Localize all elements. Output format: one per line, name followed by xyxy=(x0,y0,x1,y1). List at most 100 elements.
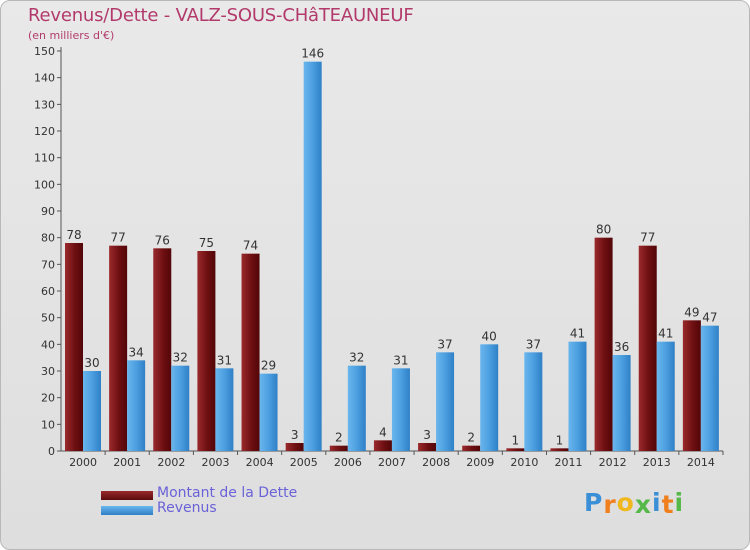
y-tick-label: 30 xyxy=(41,365,55,378)
legend-swatch-revenus xyxy=(101,506,153,515)
y-tick-label: 140 xyxy=(34,72,55,85)
data-label-revenus: 31 xyxy=(217,353,232,367)
bar-debt xyxy=(682,320,701,451)
data-label-debt: 49 xyxy=(684,305,699,319)
data-label-revenus: 47 xyxy=(702,311,717,325)
bar-debt xyxy=(197,251,216,451)
y-tick-label: 80 xyxy=(41,232,55,245)
x-tick-label: 2006 xyxy=(334,456,362,469)
data-label-debt: 1 xyxy=(556,433,564,447)
data-label-debt: 76 xyxy=(155,233,170,247)
bar-revenus xyxy=(480,344,499,451)
bar-debt xyxy=(329,445,348,451)
bar-debt xyxy=(241,253,260,451)
bar-debt xyxy=(65,243,83,451)
bar-debt xyxy=(153,248,172,451)
data-label-revenus: 32 xyxy=(349,351,364,365)
data-label-revenus: 41 xyxy=(658,327,673,341)
legend-label-revenus: Revenus xyxy=(157,500,217,516)
y-tick-label: 100 xyxy=(34,178,55,191)
y-tick-label: 0 xyxy=(48,445,55,458)
data-label-revenus: 37 xyxy=(437,337,452,351)
bar-revenus xyxy=(83,371,101,451)
data-label-debt: 78 xyxy=(66,228,81,242)
data-label-revenus: 34 xyxy=(128,345,143,359)
bar-debt xyxy=(638,245,657,451)
bar-debt xyxy=(506,448,525,451)
x-tick-label: 2004 xyxy=(246,456,274,469)
y-tick-label: 130 xyxy=(34,98,55,111)
x-tick-label: 2000 xyxy=(69,456,97,469)
bar-revenus xyxy=(656,341,675,451)
x-tick-label: 2012 xyxy=(599,456,627,469)
bar-debt xyxy=(418,443,437,451)
data-label-debt: 3 xyxy=(291,428,299,442)
bar-revenus xyxy=(612,355,631,451)
proxiti-logo: Proxiti xyxy=(584,488,684,519)
chart-subtitle: (en milliers d'€) xyxy=(28,29,115,42)
data-label-debt: 4 xyxy=(379,425,387,439)
logo-letter: r xyxy=(603,490,617,519)
data-label-revenus: 40 xyxy=(482,329,497,343)
logo-letter: x xyxy=(634,490,652,519)
bar-revenus xyxy=(391,368,410,451)
bar-revenus xyxy=(303,61,322,452)
bar-debt xyxy=(462,445,481,451)
x-tick-label: 2009 xyxy=(466,456,494,469)
bar-revenus xyxy=(436,352,455,451)
legend-label-debt: Montant de la Dette xyxy=(157,485,298,501)
data-label-revenus: 146 xyxy=(301,47,324,61)
bar-revenus xyxy=(259,373,278,451)
y-tick-label: 120 xyxy=(34,125,55,138)
y-tick-label: 110 xyxy=(34,152,55,165)
data-label-debt: 74 xyxy=(243,239,258,253)
logo-letter: o xyxy=(616,488,635,517)
bar-revenus xyxy=(700,325,719,451)
x-tick-label: 2008 xyxy=(422,456,450,469)
x-tick-label: 2014 xyxy=(687,456,715,469)
logo-letter: P xyxy=(584,488,604,517)
x-tick-label: 2005 xyxy=(290,456,318,469)
data-label-revenus: 37 xyxy=(526,337,541,351)
bar-debt xyxy=(373,440,392,451)
x-tick-label: 2011 xyxy=(555,456,583,469)
logo-letter: i xyxy=(652,488,662,517)
x-tick-label: 2002 xyxy=(157,456,185,469)
bar-revenus xyxy=(215,368,234,451)
data-label-debt: 3 xyxy=(423,428,431,442)
bar-debt xyxy=(550,448,569,451)
y-tick-label: 70 xyxy=(41,258,55,271)
data-label-debt: 77 xyxy=(640,231,655,245)
bar-revenus xyxy=(171,365,190,451)
bar-revenus xyxy=(347,365,366,451)
y-tick-label: 20 xyxy=(41,392,55,405)
data-label-revenus: 41 xyxy=(570,327,585,341)
bar-debt xyxy=(594,237,613,451)
y-tick-label: 150 xyxy=(34,45,55,58)
data-label-debt: 1 xyxy=(512,433,520,447)
x-tick-label: 2010 xyxy=(510,456,538,469)
data-label-revenus: 32 xyxy=(173,351,188,365)
data-label-debt: 2 xyxy=(335,431,343,445)
x-tick-label: 2003 xyxy=(201,456,229,469)
chart-title: Revenus/Dette - VALZ-SOUS-CHâTEAUNEUF xyxy=(28,5,414,26)
y-tick-label: 40 xyxy=(41,338,55,351)
bar-revenus xyxy=(127,360,146,451)
data-label-revenus: 31 xyxy=(393,353,408,367)
data-label-revenus: 36 xyxy=(614,340,629,354)
data-label-debt: 80 xyxy=(596,223,611,237)
x-tick-label: 2001 xyxy=(113,456,141,469)
y-tick-label: 10 xyxy=(41,418,55,431)
y-tick-label: 50 xyxy=(41,312,55,325)
data-label-debt: 2 xyxy=(467,431,475,445)
bar-revenus xyxy=(524,352,543,451)
legend-swatch-debt xyxy=(101,491,153,500)
data-label-revenus: 29 xyxy=(261,359,276,373)
data-label-debt: 75 xyxy=(199,236,214,250)
data-label-debt: 77 xyxy=(110,231,125,245)
bar-debt xyxy=(285,443,304,451)
x-tick-label: 2007 xyxy=(378,456,406,469)
logo-letter: t xyxy=(661,490,675,519)
